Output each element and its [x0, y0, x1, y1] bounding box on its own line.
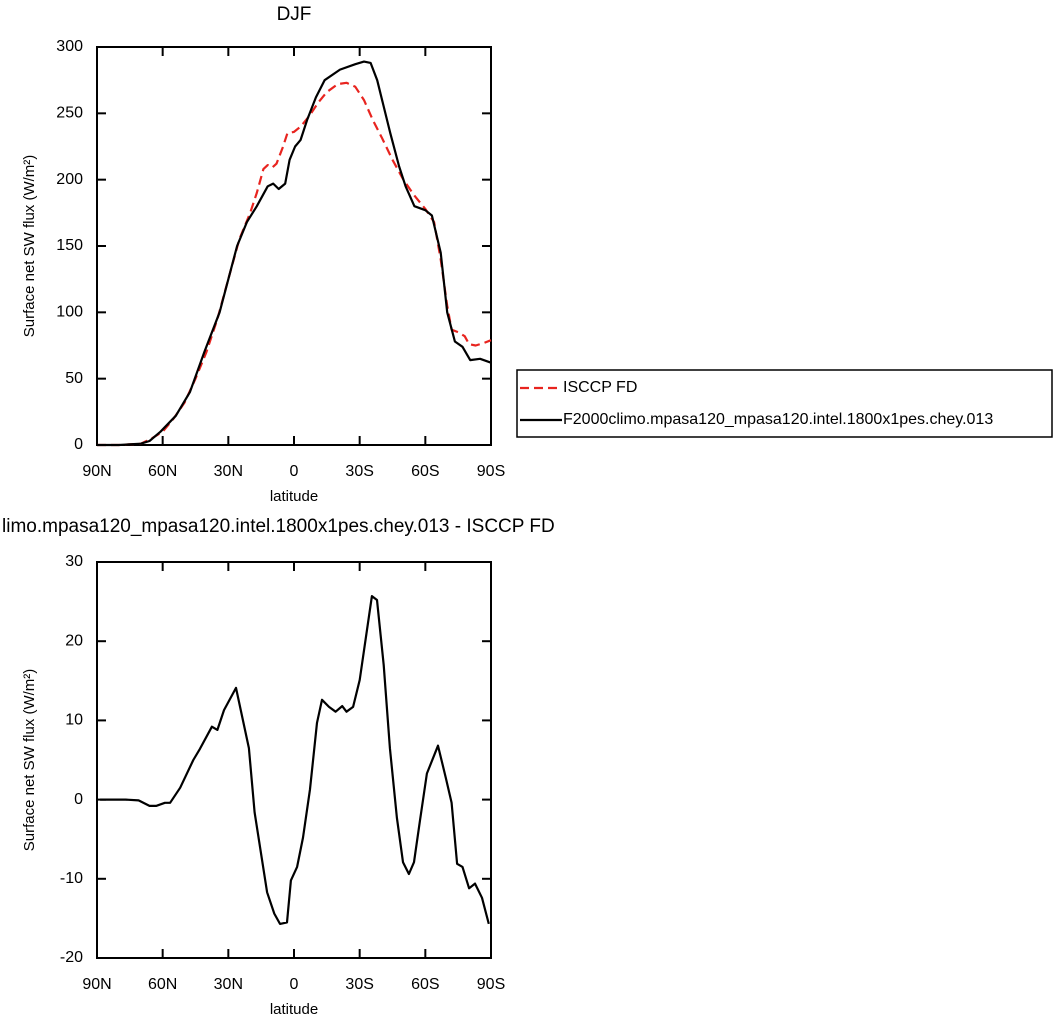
y-tick-label: -10	[60, 870, 83, 887]
x-tick-label: 0	[290, 463, 299, 480]
x-tick-label: 60N	[148, 463, 177, 480]
y-axis-label: Surface net SW flux (W/m²)	[21, 669, 38, 852]
x-tick-label: 60N	[148, 976, 177, 993]
chart-title: limo.mpasa120_mpasa120.intel.1800x1pes.c…	[2, 516, 555, 537]
y-tick-label: 200	[56, 171, 83, 188]
data-line	[97, 60, 492, 447]
x-tick-label: 30N	[214, 976, 243, 993]
y-tick-label: 0	[74, 791, 83, 808]
x-tick-label: 90S	[477, 976, 505, 993]
x-axis-label: latitude	[270, 1001, 318, 1018]
data-line	[100, 595, 490, 925]
x-axis-label: latitude	[270, 488, 318, 505]
y-tick-label: 0	[74, 436, 83, 453]
legend-label: ISCCP FD	[563, 379, 637, 396]
plot-frame	[96, 46, 492, 446]
y-tick-label: 20	[65, 632, 83, 649]
y-tick-label: 50	[65, 370, 83, 387]
y-tick-label: 30	[65, 553, 83, 570]
chart-title: DJF	[277, 4, 312, 25]
legend-box	[516, 369, 1053, 438]
x-tick-label: 90S	[477, 463, 505, 480]
x-tick-label: 90N	[82, 976, 111, 993]
y-tick-label: 150	[56, 237, 83, 254]
x-tick-label: 90N	[82, 463, 111, 480]
data-line	[97, 81, 492, 447]
y-tick-label: 100	[56, 304, 83, 321]
y-tick-label: 10	[65, 712, 83, 729]
y-tick-label: 250	[56, 105, 83, 122]
y-axis-label: Surface net SW flux (W/m²)	[21, 155, 38, 338]
x-tick-label: 60S	[411, 976, 439, 993]
x-tick-label: 0	[290, 976, 299, 993]
y-tick-label: 300	[56, 38, 83, 55]
y-tick-label: -20	[60, 949, 83, 966]
x-tick-label: 30N	[214, 463, 243, 480]
x-tick-label: 30S	[345, 463, 373, 480]
x-tick-label: 60S	[411, 463, 439, 480]
legend-label: F2000climo.mpasa120_mpasa120.intel.1800x…	[563, 411, 993, 428]
x-tick-label: 30S	[345, 976, 373, 993]
